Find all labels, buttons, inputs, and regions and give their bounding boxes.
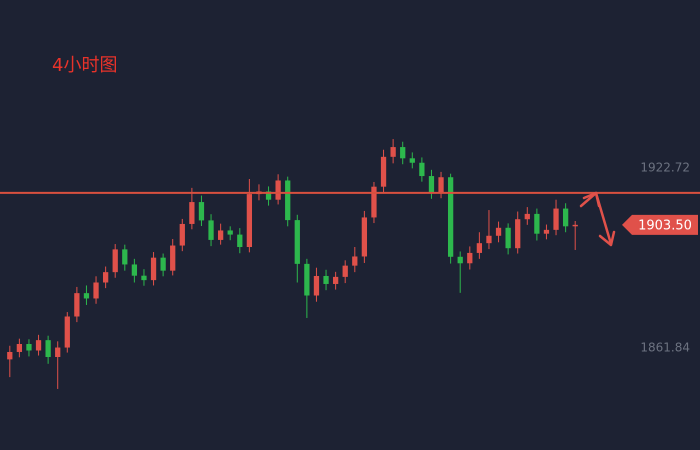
candle-body [534, 213, 540, 234]
y-tick-label: 1922.72 [640, 161, 690, 175]
candle-body [131, 264, 138, 276]
candle-body [486, 235, 492, 244]
arrow-head-up [582, 191, 601, 208]
candle-body [476, 243, 483, 253]
candle-body [170, 245, 176, 271]
candle-body [323, 275, 329, 284]
candle-body [467, 252, 473, 264]
candle-body [141, 275, 147, 281]
candle-body [553, 208, 559, 230]
candle-body [83, 293, 90, 299]
arrow-head-down [598, 230, 616, 247]
candle-body [352, 256, 358, 266]
chart-title: 4小时图 [52, 55, 117, 76]
candle-body [524, 213, 530, 220]
candle-body [64, 316, 70, 348]
candle-body [189, 202, 195, 224]
candle-body [112, 249, 118, 273]
candle-body [332, 276, 339, 284]
candle-body [313, 275, 320, 296]
candle-body [505, 227, 511, 249]
candle-body [93, 282, 99, 299]
candle-body [361, 217, 368, 257]
candle-body [16, 343, 23, 352]
candle-body [198, 202, 205, 221]
candle-body [419, 162, 425, 177]
candle-body [371, 186, 377, 218]
price-tag-label: 1903.50 [638, 218, 692, 233]
candle-body [122, 249, 128, 265]
candle-body [45, 340, 51, 358]
candle-body [304, 263, 310, 296]
candle-body [515, 219, 521, 249]
candle-body [55, 347, 61, 358]
candle-body [447, 177, 454, 257]
candle-body [409, 158, 415, 163]
candle-body [390, 147, 396, 157]
candle-body [217, 230, 224, 240]
arrows [579, 191, 616, 247]
candle-body [285, 180, 291, 221]
candle-body [150, 257, 157, 281]
candle-body [380, 156, 387, 187]
candle-body [572, 224, 578, 227]
candle-body [275, 180, 281, 200]
candle-body [35, 340, 42, 351]
candle-body [342, 265, 348, 277]
candle-body [7, 351, 13, 360]
candle-body [237, 234, 243, 248]
candle-body [26, 343, 32, 351]
candle-body [102, 272, 109, 283]
candle-body [294, 220, 300, 264]
y-tick-label: 1861.84 [640, 341, 690, 355]
candle-body [562, 208, 569, 227]
candle-body [543, 229, 550, 234]
candle-body [265, 191, 272, 200]
candle-body [457, 256, 463, 264]
candle-body [227, 230, 233, 235]
candle-body [179, 223, 185, 246]
candle-body [495, 227, 502, 236]
candle-body [74, 293, 80, 317]
candle-body [246, 194, 253, 248]
price-tag [622, 214, 698, 235]
candle-body [160, 257, 166, 271]
plot: 1922.72 1861.84 [0, 139, 700, 389]
candle-body [428, 176, 435, 194]
candle-body [400, 147, 406, 159]
candle-body [208, 220, 214, 240]
candle-body [438, 177, 444, 194]
